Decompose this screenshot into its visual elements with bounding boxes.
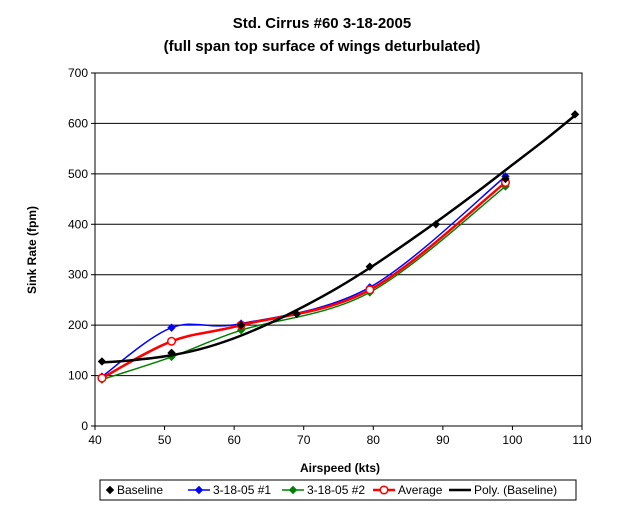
chart-subtitle: (full span top surface of wings deturbul… [164,38,481,55]
data-point [167,323,176,332]
legend-label: Baseline [117,483,163,497]
series-layer [97,110,580,384]
legend-label: 3-18-05 #2 [307,483,365,497]
y-tick-label: 500 [68,167,88,181]
x-tick-label: 50 [158,433,172,447]
series-line [101,175,506,378]
series-line [101,114,576,364]
legend-item: Baseline [105,483,163,497]
legend-item: Average [373,483,443,497]
data-point [365,285,375,295]
plot-area [94,72,583,427]
legend-item: Poly. (Baseline) [449,483,557,497]
legend: Baseline 3-18-05 #1 3-18-05 #2 Average Poly.… [99,479,577,501]
x-tick-label: 60 [227,433,241,447]
chart-title: Std. Cirrus #60 3-18-2005 [233,15,411,32]
x-tick-label: 70 [297,433,311,447]
data-point [501,174,510,184]
x-tick-label: 80 [367,433,381,447]
data-point [431,220,441,229]
legend-box [99,479,577,501]
data-point [570,110,580,119]
y-tick-label: 600 [68,116,88,130]
y-tick-label: 0 [81,419,88,433]
x-tick-label: 100 [502,433,522,447]
series-1 [97,172,510,381]
y-axis: 0 100 200 300 400 500 600 700 [68,66,95,433]
legend-label: Poly. (Baseline) [474,483,557,497]
series-line [101,181,507,380]
data-point [236,320,246,330]
data-point [97,373,107,383]
x-axis-title: Airspeed (kts) [300,461,380,475]
x-axis: 40 50 60 70 80 90 100 110 [88,426,592,447]
series-4 [101,114,576,364]
y-tick-label: 400 [68,217,88,231]
series-0 [97,110,580,366]
data-point [292,309,301,319]
y-axis-title: Sink Rate (fpm) [25,206,39,294]
gridlines [95,122,582,377]
data-point [97,357,107,366]
y-tick-label: 100 [68,369,88,383]
legend-marker [194,485,204,495]
y-tick-label: 700 [68,66,88,80]
x-tick-label: 110 [572,433,591,447]
data-point [167,348,176,358]
series-3 [97,177,511,383]
data-point [365,262,375,271]
y-tick-label: 200 [68,318,88,332]
y-tick-label: 300 [68,268,88,282]
x-tick-label: 90 [436,433,450,447]
legend-label: Average [398,483,443,497]
legend-marker [288,485,298,495]
data-point [166,336,177,346]
legend-item: 3-18-05 #2 [282,483,365,497]
legend-marker [105,485,115,495]
legend-label: 3-18-05 #1 [213,483,271,497]
legend-item: 3-18-05 #1 [188,483,271,497]
legend-marker [379,485,389,495]
x-tick-label: 40 [88,433,102,447]
